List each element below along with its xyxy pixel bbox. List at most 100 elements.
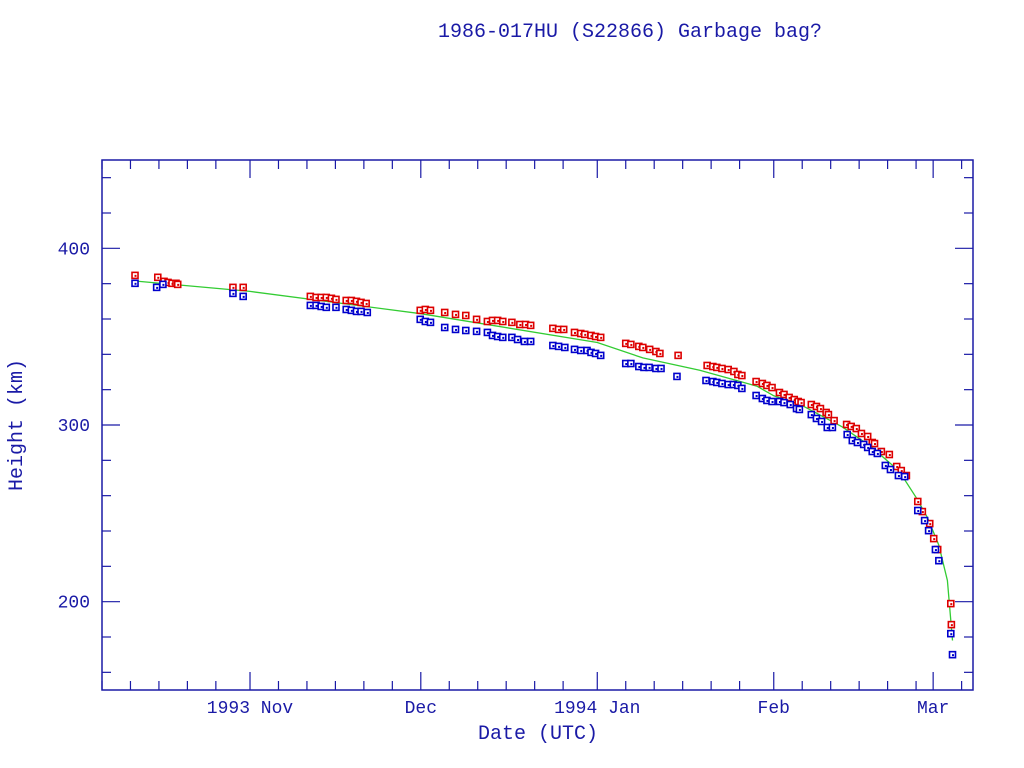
- point-marker-dot: [497, 335, 500, 338]
- point-marker-dot: [655, 367, 658, 370]
- apogee-point: [472, 315, 481, 324]
- point-marker-dot: [465, 329, 468, 332]
- point-marker-dot: [330, 297, 333, 300]
- point-marker-dot: [455, 328, 458, 331]
- point-marker-dot: [492, 319, 495, 322]
- point-marker-dot: [928, 530, 931, 533]
- point-marker-dot: [727, 384, 730, 387]
- point-marker-dot: [355, 310, 358, 313]
- point-marker-dot: [309, 295, 312, 298]
- perigee-point: [322, 303, 331, 312]
- point-marker-dot: [917, 500, 920, 503]
- perigee-point: [451, 325, 460, 334]
- point-marker-dot: [444, 326, 447, 329]
- perigee-point: [843, 430, 851, 439]
- point-marker-dot: [778, 401, 781, 404]
- apogee-point: [332, 295, 340, 304]
- point-marker-dot: [315, 304, 318, 307]
- apogee-point: [596, 333, 605, 342]
- point-marker-dot: [860, 432, 863, 435]
- point-marker-dot: [924, 520, 927, 523]
- point-marker-dot: [492, 334, 495, 337]
- perigee-point: [673, 372, 681, 381]
- point-marker-dot: [798, 408, 801, 411]
- point-marker-dot: [638, 366, 641, 369]
- apogee-point: [508, 318, 516, 327]
- point-marker-dot: [876, 452, 879, 455]
- point-marker-dot: [934, 549, 937, 552]
- y-axis-label: Height (km): [6, 359, 29, 491]
- x-axis-label: Date (UTC): [478, 723, 598, 746]
- point-marker-dot: [134, 274, 137, 277]
- point-marker-dot: [455, 313, 458, 316]
- perigee-point: [948, 650, 957, 659]
- point-marker-dot: [732, 384, 735, 387]
- fit-line: [134, 280, 954, 641]
- perigee-point: [561, 343, 569, 352]
- apogee-point: [768, 383, 776, 392]
- perigee-point: [357, 307, 365, 316]
- point-marker-dot: [677, 354, 680, 357]
- perigee-point: [913, 506, 922, 515]
- perigee-point: [807, 410, 816, 419]
- apogee-point: [830, 416, 838, 425]
- point-marker-dot: [660, 367, 663, 370]
- perigee-point: [881, 461, 890, 470]
- point-marker-dot: [345, 299, 348, 302]
- apogee-point: [645, 345, 654, 354]
- apogee-point: [627, 340, 635, 349]
- point-marker-dot: [523, 340, 526, 343]
- axis-ticks: [101, 160, 973, 690]
- point-marker-dot: [625, 342, 628, 345]
- point-marker-dot: [600, 354, 603, 357]
- point-marker-dot: [761, 398, 764, 400]
- point-marker-dot: [896, 466, 899, 469]
- point-marker-dot: [810, 414, 813, 417]
- apogee-point: [526, 321, 535, 330]
- point-marker-dot: [716, 381, 719, 384]
- point-marker-dot: [755, 381, 758, 384]
- point-marker-dot: [880, 451, 883, 453]
- data-points: [131, 271, 957, 659]
- point-marker-dot: [867, 435, 870, 438]
- apogee-point: [498, 317, 507, 326]
- perigee-point: [780, 398, 788, 407]
- apogee-point: [239, 283, 247, 292]
- perigee-point: [931, 545, 940, 554]
- point-marker-dot: [727, 369, 730, 372]
- apogee-point: [674, 351, 682, 360]
- perigee-point: [718, 379, 726, 388]
- point-marker-dot: [157, 276, 160, 279]
- point-marker-dot: [827, 414, 830, 417]
- apogee-point: [857, 429, 866, 438]
- apogee-point: [570, 328, 579, 337]
- point-marker-dot: [502, 320, 505, 323]
- perigee-point: [752, 391, 760, 400]
- point-marker-dot: [552, 345, 555, 347]
- point-marker-dot: [419, 318, 422, 321]
- point-marker-dot: [771, 401, 774, 404]
- point-marker-dot: [741, 387, 744, 390]
- point-marker-dot: [648, 366, 651, 369]
- point-marker-dot: [517, 338, 520, 341]
- point-marker-dot: [156, 286, 159, 289]
- perigee-point: [229, 289, 237, 298]
- y-tick-label: 200: [58, 594, 90, 614]
- point-marker-dot: [766, 384, 769, 387]
- point-marker-dot: [497, 319, 500, 322]
- apogee-point: [797, 398, 805, 407]
- point-marker-dot: [625, 363, 628, 366]
- perigee-point: [627, 359, 635, 368]
- point-marker-dot: [574, 331, 577, 334]
- point-marker-dot: [630, 363, 633, 366]
- apogee-point: [863, 432, 872, 441]
- perigee-point: [924, 526, 933, 535]
- perigee-point: [894, 471, 903, 480]
- point-marker-dot: [419, 309, 422, 312]
- point-marker-dot: [888, 454, 891, 457]
- point-marker-dot: [429, 321, 432, 324]
- point-marker-dot: [846, 434, 849, 437]
- apogee-point: [451, 310, 460, 319]
- perigee-point: [873, 449, 882, 458]
- point-marker-dot: [783, 402, 786, 405]
